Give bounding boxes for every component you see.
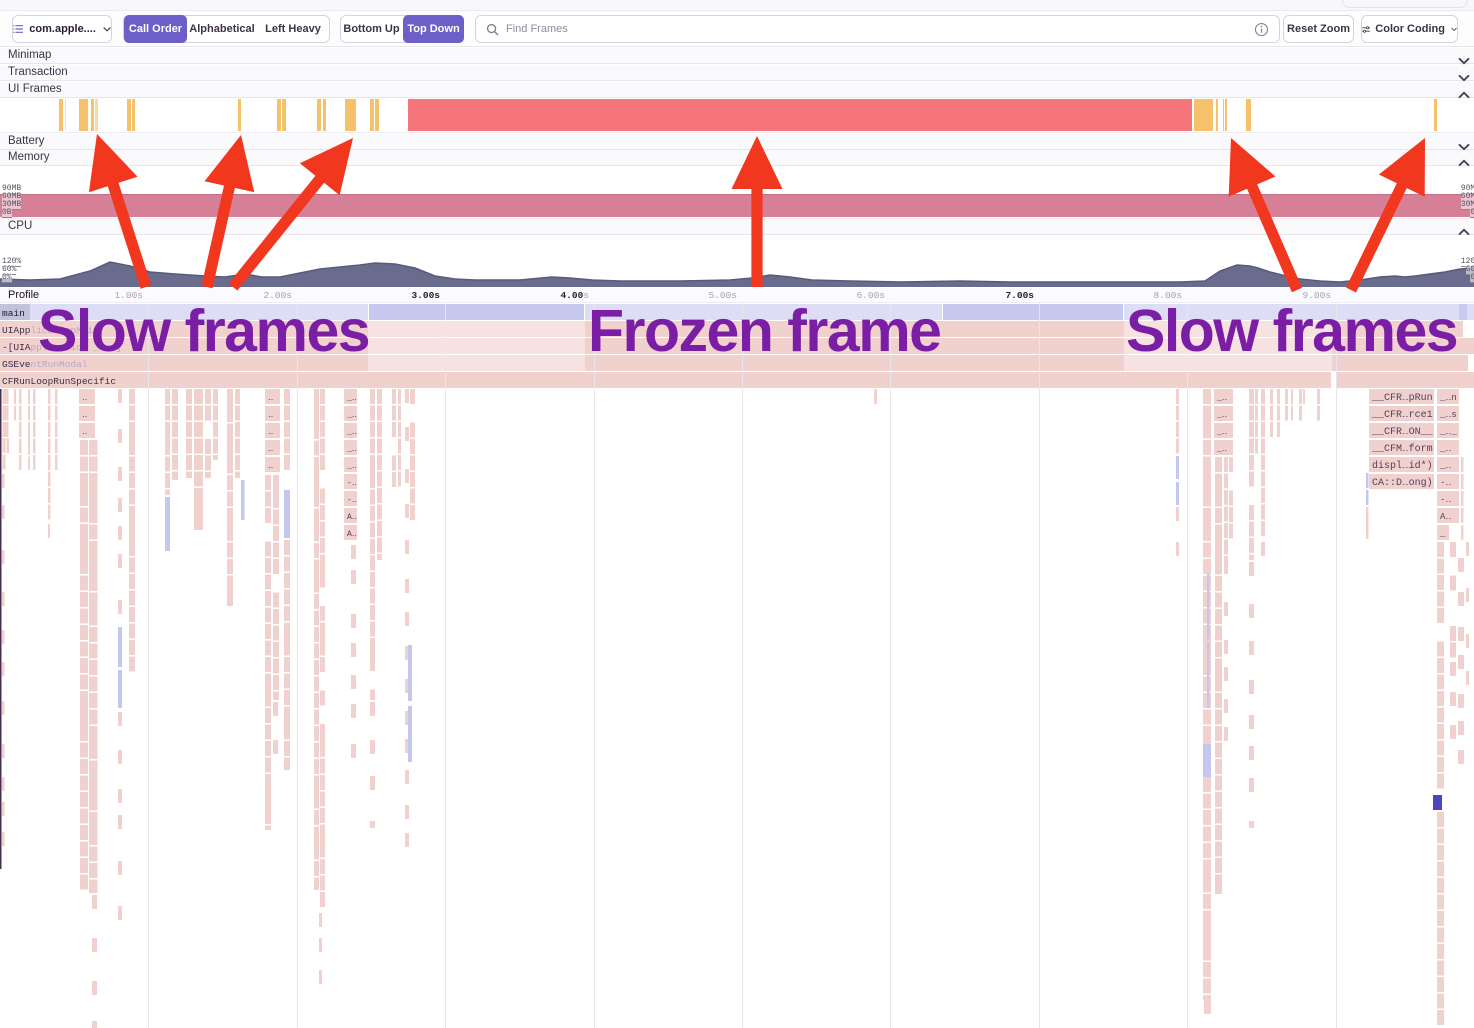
svg-text:_‥: _‥ — [1439, 444, 1451, 454]
svg-text:-‥: -‥ — [1440, 495, 1451, 505]
svg-text:__CFR‥rce1: __CFR‥rce1 — [1371, 410, 1433, 421]
svg-text:_‥: _‥ — [346, 462, 357, 471]
svg-text:displ‥id*): displ‥id*) — [1372, 460, 1433, 472]
svg-text:_‥: _‥ — [346, 428, 357, 437]
svg-text:-‥: -‥ — [1440, 478, 1451, 488]
svg-text:‥: ‥ — [268, 462, 273, 471]
svg-text:-‥: -‥ — [347, 496, 357, 505]
svg-text:_‥s: _‥s — [1439, 410, 1457, 420]
svg-text:_‥: _‥ — [1216, 445, 1227, 454]
svg-text:‥: ‥ — [268, 394, 273, 403]
svg-text:‥: ‥ — [268, 445, 273, 454]
svg-text:‥: ‥ — [82, 394, 87, 403]
svg-text:_‥_: _‥_ — [1439, 427, 1457, 437]
svg-text:CA::D‥ong): CA::D‥ong) — [1372, 477, 1433, 489]
svg-text:A‥: A‥ — [1440, 512, 1451, 522]
svg-text:_‥: _‥ — [1216, 394, 1227, 403]
svg-text:A‥: A‥ — [347, 530, 357, 539]
svg-text:__CFM‥form: __CFM‥form — [1371, 443, 1433, 455]
svg-text:A‥: A‥ — [347, 513, 357, 522]
svg-text:‥: ‥ — [82, 428, 87, 437]
svg-text:_‥: _‥ — [346, 411, 357, 420]
svg-text:_‥: _‥ — [1216, 411, 1227, 420]
svg-text:_‥: _‥ — [1216, 428, 1227, 437]
svg-text:‥: ‥ — [82, 411, 87, 420]
svg-text:_‥: _‥ — [346, 445, 357, 454]
svg-text:‥: ‥ — [268, 428, 273, 437]
svg-text:-‥: -‥ — [347, 479, 357, 488]
svg-text:__CFR‥pRun: __CFR‥pRun — [1371, 393, 1433, 404]
svg-text:__CFR‥ON__: __CFR‥ON__ — [1371, 427, 1434, 438]
svg-text:_‥: _‥ — [346, 394, 357, 403]
svg-text:_‥n: _‥n — [1439, 393, 1457, 403]
svg-text:_‥: _‥ — [1439, 461, 1451, 471]
svg-text:_: _ — [1439, 529, 1446, 539]
svg-text:‥: ‥ — [268, 411, 273, 420]
